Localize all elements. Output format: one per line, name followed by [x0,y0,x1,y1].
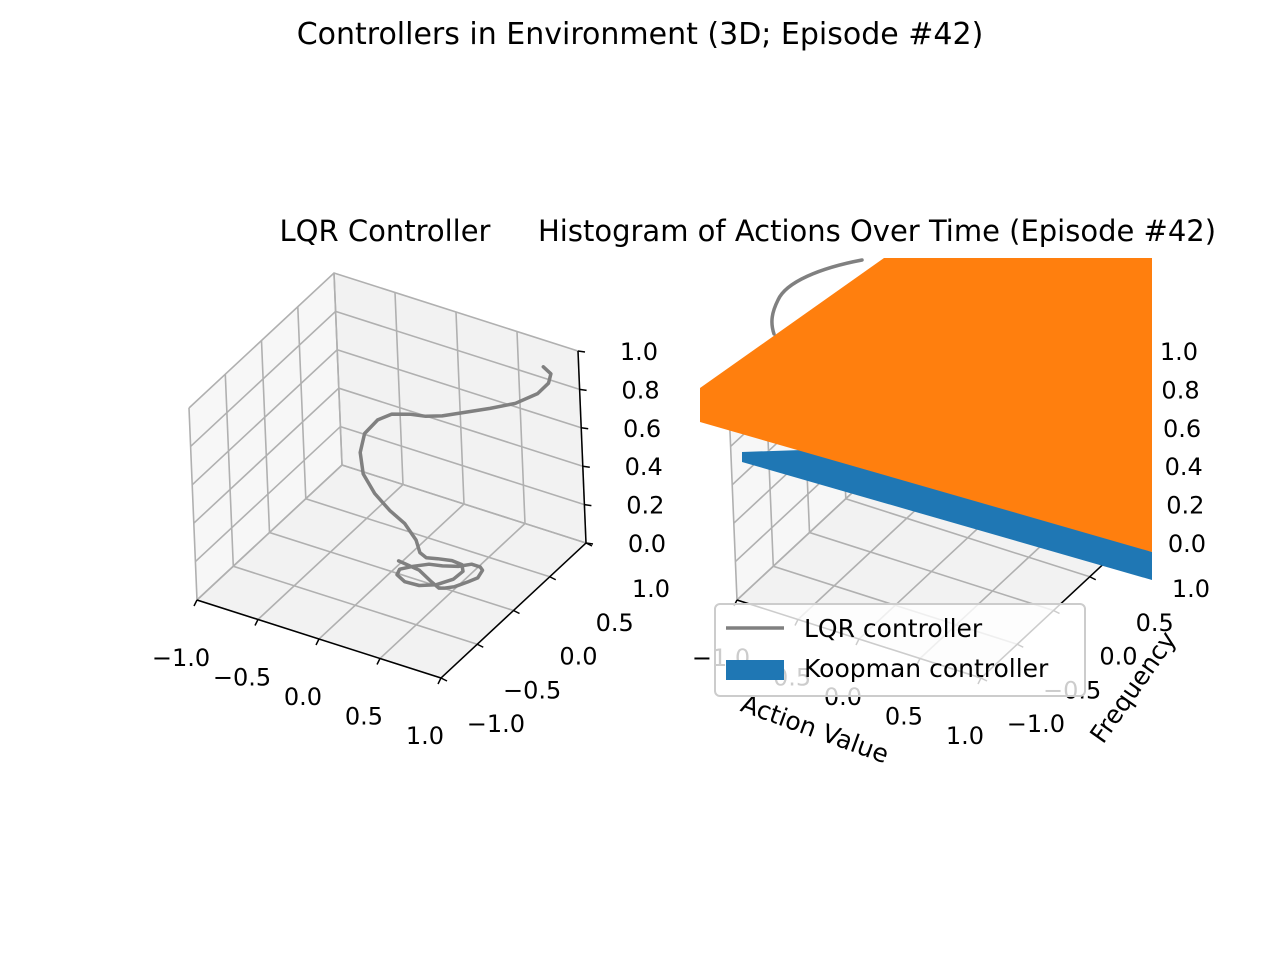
x-tick-mark [254,619,259,626]
grid-line-z [188,272,579,409]
x-tick-mark [376,658,381,665]
z-tick-label: 0.4 [625,453,663,481]
y-tick-mark [440,677,448,682]
x-tick-label: 0.5 [345,703,383,731]
x-tick-label: −0.5 [213,664,271,692]
z-tick-label: 0.4 [1165,453,1203,481]
z-tick-mark [585,542,594,545]
koopman-bar-surface [742,448,1152,580]
x-tick-label: 1.0 [406,722,444,750]
z-tick-mark [581,427,589,430]
z-tick-label: 0.0 [628,530,666,558]
z-tick-label: 1.0 [1160,338,1198,366]
y-tick-mark [476,643,484,648]
grid-line-z [196,464,587,601]
z-tick-mark [584,503,592,507]
y-tick-mark [549,576,557,581]
koopman-top-surface [700,258,1152,552]
lqr-tick-labels: −1.0−0.50.00.51.0 −1.0−0.50.00.51.00.00.2… [152,338,670,750]
grid-line-z [190,310,580,447]
histogram-subplot: Histogram of Actions Over Time (Episode … [538,214,1216,769]
lqr-line-fragment [770,258,864,336]
x-tick-label: −1.0 [152,644,210,672]
x-tick-mark [437,677,442,685]
legend-lqr-label: LQR controller [804,614,983,643]
grid-line-z [191,348,582,486]
x-tick-label: 1.0 [946,722,984,750]
y-tick-label: 1.0 [632,575,670,603]
z-tick-label: 0.0 [1168,530,1206,558]
y-tick-label: −1.0 [1007,710,1065,738]
z-tick-label: 0.6 [1163,415,1201,443]
lqr-subplot: LQR Controller −1.0−0.50.00.51.0 −1.0−0.5… [152,214,670,750]
legend-koopman-label: Koopman controller [804,654,1049,683]
z-tick-label: 0.6 [623,415,661,443]
z-tick-mark [582,465,590,468]
histogram-data [700,258,1152,580]
histogram-subplot-title: Histogram of Actions Over Time (Episode … [538,214,1216,248]
legend: LQR controller Koopman controller [714,603,1086,697]
y-tick-label: −0.5 [503,676,561,704]
y-tick-label: 0.0 [559,643,597,671]
lqr-subplot-title: LQR Controller [279,214,490,248]
z-axis-line [577,350,587,544]
legend-frame [714,603,1086,697]
y-tick-label: 0.5 [1136,609,1174,637]
z-tick-label: 0.2 [1166,492,1204,520]
z-tick-mark [579,388,587,392]
x-tick-label: 0.5 [885,703,923,731]
legend-koopman-swatch [726,660,784,680]
z-tick-label: 0.8 [1161,376,1199,404]
y-tick-label: 1.0 [1172,575,1210,603]
z-tick-label: 0.8 [621,376,659,404]
y-tick-label: −1.0 [467,710,525,738]
figure-suptitle: Controllers in Environment (3D; Episode … [297,17,984,52]
x-tick-mark [193,599,198,607]
lqr-data [358,365,553,590]
y-tick-mark [1089,576,1097,581]
grid-line-z [194,425,585,563]
x-tick-label: 0.0 [284,683,322,711]
y-tick-mark [513,609,520,615]
x-tick-mark [315,638,320,646]
grid-line-z [193,387,584,524]
z-tick-label: 0.2 [626,492,664,520]
y-tick-label: 0.0 [1099,643,1137,671]
z-tick-label: 1.0 [620,338,658,366]
histogram-x-axis-label: Action Value [737,689,892,769]
z-tick-mark [577,350,586,353]
y-tick-label: 0.5 [596,609,634,637]
lqr-trajectory-line [358,365,553,590]
